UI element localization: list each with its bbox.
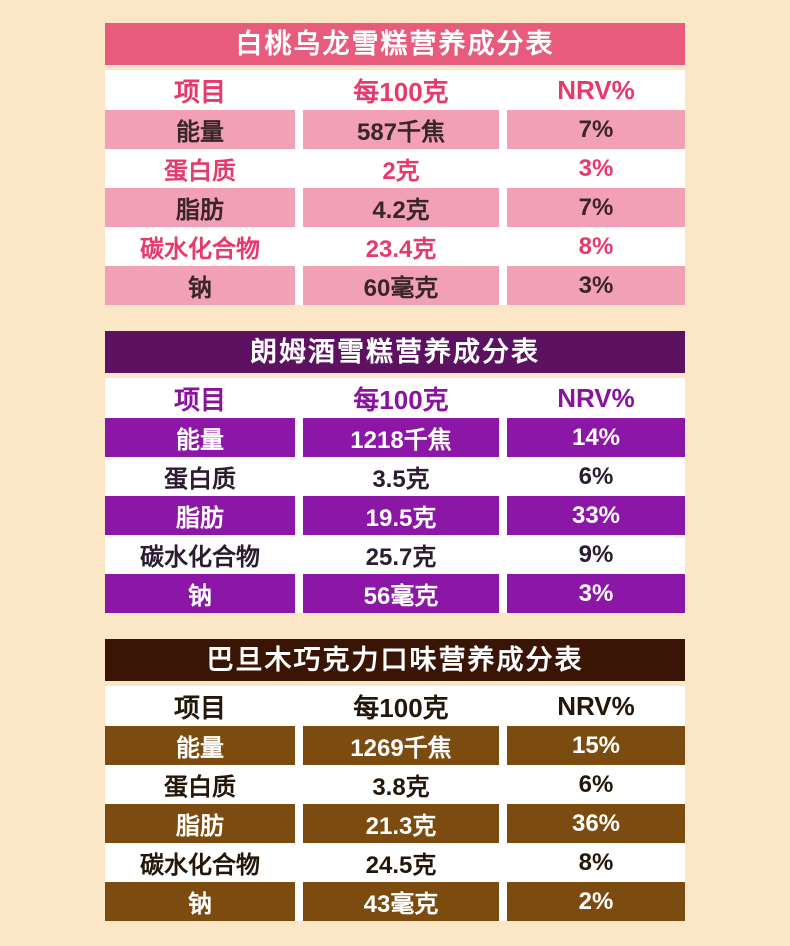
- table-header-row: 项目 每100克 NRV%: [105, 70, 685, 110]
- nutrition-table: 项目 每100克 NRV% 能量 1269千焦 15% 蛋白质 3.8克 6% …: [105, 686, 685, 921]
- table-row: 钠 43毫克 2%: [105, 882, 685, 921]
- row-per100g: 3.5克: [303, 457, 499, 496]
- row-label: 脂肪: [105, 804, 295, 843]
- col-header-item: 项目: [105, 686, 295, 726]
- row-per100g: 21.3克: [303, 804, 499, 843]
- table-row: 钠 60毫克 3%: [105, 266, 685, 305]
- table-row: 碳水化合物 25.7克 9%: [105, 535, 685, 574]
- row-per100g: 19.5克: [303, 496, 499, 535]
- col-header-per100g: 每100克: [303, 70, 499, 110]
- row-per100g: 587千焦: [303, 110, 499, 149]
- row-per100g: 24.5克: [303, 843, 499, 882]
- row-nrv: 3%: [507, 574, 685, 613]
- row-label: 钠: [105, 574, 295, 613]
- row-nrv: 8%: [507, 843, 685, 882]
- row-nrv: 3%: [507, 266, 685, 305]
- nutrition-table-white-peach-oolong: 白桃乌龙雪糕营养成分表 项目 每100克 NRV% 能量 587千焦 7% 蛋白…: [105, 23, 685, 305]
- row-nrv: 3%: [507, 149, 685, 188]
- table-row: 脂肪 4.2克 7%: [105, 188, 685, 227]
- nutrition-facts-page: 白桃乌龙雪糕营养成分表 项目 每100克 NRV% 能量 587千焦 7% 蛋白…: [105, 23, 685, 921]
- table-title: 巴旦木巧克力口味营养成分表: [105, 639, 685, 681]
- row-per100g: 2克: [303, 149, 499, 188]
- table-row: 脂肪 21.3克 36%: [105, 804, 685, 843]
- col-header-nrv: NRV%: [507, 70, 685, 110]
- table-row: 脂肪 19.5克 33%: [105, 496, 685, 535]
- row-nrv: 6%: [507, 765, 685, 804]
- nutrition-table: 项目 每100克 NRV% 能量 587千焦 7% 蛋白质 2克 3% 脂肪 4…: [105, 70, 685, 305]
- table-row: 能量 587千焦 7%: [105, 110, 685, 149]
- row-per100g: 56毫克: [303, 574, 499, 613]
- table-title: 白桃乌龙雪糕营养成分表: [105, 23, 685, 65]
- table-row: 能量 1269千焦 15%: [105, 726, 685, 765]
- table-row: 蛋白质 3.5克 6%: [105, 457, 685, 496]
- row-label: 碳水化合物: [105, 535, 295, 574]
- table-row: 蛋白质 2克 3%: [105, 149, 685, 188]
- table-header-row: 项目 每100克 NRV%: [105, 378, 685, 418]
- nutrition-table: 项目 每100克 NRV% 能量 1218千焦 14% 蛋白质 3.5克 6% …: [105, 378, 685, 613]
- row-label: 蛋白质: [105, 457, 295, 496]
- row-per100g: 43毫克: [303, 882, 499, 921]
- row-label: 能量: [105, 418, 295, 457]
- nutrition-table-almond-chocolate: 巴旦木巧克力口味营养成分表 项目 每100克 NRV% 能量 1269千焦 15…: [105, 639, 685, 921]
- row-label: 能量: [105, 726, 295, 765]
- row-per100g: 1269千焦: [303, 726, 499, 765]
- nutrition-table-rum: 朗姆酒雪糕营养成分表 项目 每100克 NRV% 能量 1218千焦 14% 蛋…: [105, 331, 685, 613]
- row-label: 脂肪: [105, 496, 295, 535]
- row-nrv: 15%: [507, 726, 685, 765]
- table-row: 碳水化合物 23.4克 8%: [105, 227, 685, 266]
- col-header-item: 项目: [105, 378, 295, 418]
- row-nrv: 8%: [507, 227, 685, 266]
- table-row: 能量 1218千焦 14%: [105, 418, 685, 457]
- row-nrv: 36%: [507, 804, 685, 843]
- row-nrv: 7%: [507, 188, 685, 227]
- col-header-per100g: 每100克: [303, 686, 499, 726]
- row-label: 脂肪: [105, 188, 295, 227]
- table-row: 碳水化合物 24.5克 8%: [105, 843, 685, 882]
- row-nrv: 14%: [507, 418, 685, 457]
- row-per100g: 3.8克: [303, 765, 499, 804]
- table-header-row: 项目 每100克 NRV%: [105, 686, 685, 726]
- row-label: 蛋白质: [105, 765, 295, 804]
- row-nrv: 6%: [507, 457, 685, 496]
- row-per100g: 1218千焦: [303, 418, 499, 457]
- row-per100g: 23.4克: [303, 227, 499, 266]
- col-header-item: 项目: [105, 70, 295, 110]
- row-nrv: 7%: [507, 110, 685, 149]
- col-header-nrv: NRV%: [507, 378, 685, 418]
- row-per100g: 25.7克: [303, 535, 499, 574]
- table-row: 钠 56毫克 3%: [105, 574, 685, 613]
- col-header-per100g: 每100克: [303, 378, 499, 418]
- row-per100g: 60毫克: [303, 266, 499, 305]
- table-title: 朗姆酒雪糕营养成分表: [105, 331, 685, 373]
- row-nrv: 2%: [507, 882, 685, 921]
- row-label: 碳水化合物: [105, 843, 295, 882]
- row-label: 蛋白质: [105, 149, 295, 188]
- row-label: 碳水化合物: [105, 227, 295, 266]
- row-nrv: 9%: [507, 535, 685, 574]
- row-label: 钠: [105, 882, 295, 921]
- table-row: 蛋白质 3.8克 6%: [105, 765, 685, 804]
- row-nrv: 33%: [507, 496, 685, 535]
- row-label: 钠: [105, 266, 295, 305]
- col-header-nrv: NRV%: [507, 686, 685, 726]
- row-per100g: 4.2克: [303, 188, 499, 227]
- row-label: 能量: [105, 110, 295, 149]
